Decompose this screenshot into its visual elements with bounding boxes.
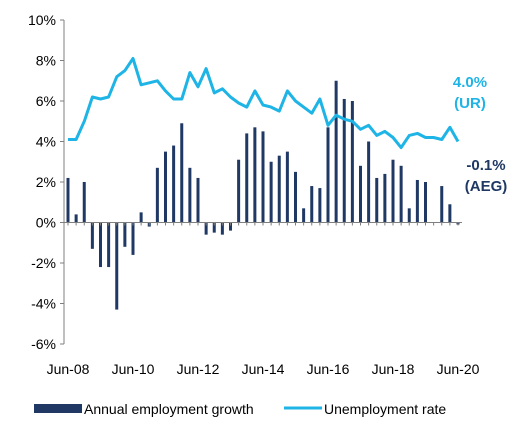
legend-label-annual-employment-growth: Annual employment growth — [84, 401, 254, 417]
bar — [383, 173, 387, 223]
bar — [66, 177, 70, 223]
line-series-unemployment-rate — [68, 57, 460, 150]
bar — [350, 101, 354, 223]
y-tick-label: 10% — [28, 12, 56, 28]
annotation-ur-value: 4.0% — [453, 74, 487, 91]
legend-label-unemployment-rate: Unemployment rate — [324, 401, 446, 417]
annotation-ur-label: (UR) — [454, 95, 486, 112]
bar — [277, 155, 281, 223]
y-tick-label: 2% — [36, 174, 56, 190]
bar — [253, 127, 257, 223]
bar — [334, 80, 338, 223]
bar — [399, 165, 403, 223]
annotation-aeg-value: -0.1% — [466, 157, 505, 174]
bar — [245, 133, 249, 223]
bar — [220, 222, 224, 235]
annotation-aeg-label: (AEG) — [465, 178, 508, 195]
bar — [115, 222, 119, 310]
bar — [367, 141, 371, 223]
bar — [407, 208, 411, 223]
bar — [375, 177, 379, 223]
bar — [99, 222, 102, 268]
x-tick-label: Jun-12 — [177, 361, 220, 377]
bar — [269, 161, 273, 223]
y-tick-label: 6% — [36, 93, 56, 109]
bar — [196, 177, 200, 223]
bar — [131, 222, 135, 255]
bar — [107, 222, 111, 268]
bar — [155, 167, 159, 223]
bar — [123, 222, 127, 247]
bar — [448, 204, 452, 223]
x-tick-label: Jun-18 — [372, 361, 415, 377]
bar — [172, 145, 176, 223]
y-tick-label: 0% — [36, 215, 56, 231]
bar — [285, 151, 289, 223]
bar — [440, 186, 444, 223]
bar — [139, 212, 143, 223]
x-tick-label: Jun-08 — [47, 361, 90, 377]
y-tick-label: 8% — [36, 53, 56, 69]
bar — [391, 159, 395, 223]
bar — [359, 165, 362, 223]
bar — [74, 214, 78, 223]
bar — [326, 127, 330, 223]
bar — [302, 208, 306, 223]
y-tick-label: 4% — [36, 134, 56, 150]
bar — [180, 123, 184, 223]
bar — [294, 171, 297, 223]
x-tick-label: Jun-16 — [307, 361, 350, 377]
bar — [164, 151, 167, 223]
bar — [342, 98, 346, 223]
bar — [82, 182, 86, 223]
bar-series-annual-employment-growth — [66, 80, 460, 310]
x-tick-label: Jun-10 — [112, 361, 155, 377]
bar — [415, 179, 419, 223]
bar — [229, 222, 232, 231]
x-tick-label: Jun-20 — [437, 361, 480, 377]
x-tick-labels: Jun-08 Jun-10 Jun-12 Jun-14 Jun-16 Jun-18 Jun-… — [47, 361, 480, 377]
bar — [90, 222, 94, 249]
bar — [188, 167, 192, 223]
y-tick-label: -2% — [31, 255, 56, 271]
y-tick-label: -6% — [31, 336, 56, 352]
bar — [204, 222, 208, 235]
bar — [261, 131, 265, 223]
legend: Annual employment growth Unemployment ra… — [34, 401, 446, 417]
bar — [237, 159, 241, 223]
bar — [424, 182, 427, 223]
x-tick-label: Jun-14 — [242, 361, 285, 377]
bar — [318, 188, 322, 223]
y-tick-label: -4% — [31, 296, 56, 312]
bar — [212, 222, 216, 233]
unemployment-rate-line — [68, 57, 460, 150]
y-tick-labels: 10% 8% 6% 4% 2% 0% -2% -4% -6% — [28, 12, 64, 352]
legend-swatch-bar — [34, 404, 82, 413]
bar — [310, 186, 314, 223]
